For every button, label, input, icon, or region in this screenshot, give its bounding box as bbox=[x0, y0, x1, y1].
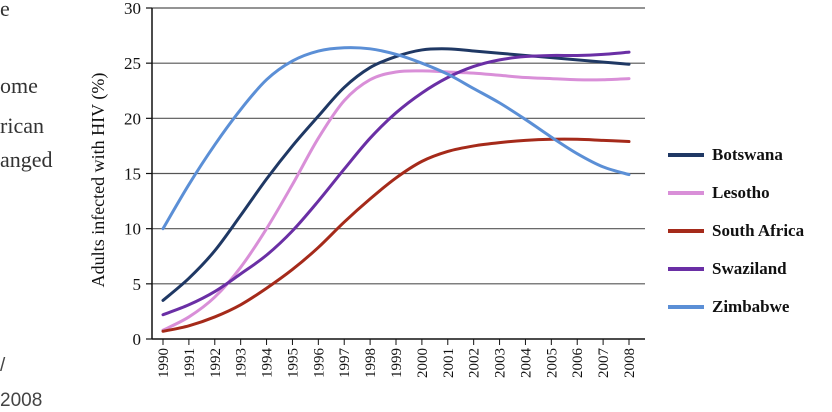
legend-swatch bbox=[668, 305, 704, 309]
y-axis-label: Adults infected with HIV (%) bbox=[88, 73, 109, 288]
x-tick-labels: 1990 1991 1992 1993 1994 1995 1996 1997 1998 1999… bbox=[156, 339, 638, 378]
series-line-zimbabwe bbox=[161, 46, 631, 231]
legend-item-zimbabwe: Zimbabwe bbox=[668, 288, 804, 326]
legend-label: Botswana bbox=[712, 145, 783, 164]
x-tick-label: 1990 bbox=[156, 348, 172, 378]
series-line-swaziland bbox=[161, 50, 631, 317]
x-tick-label: 2003 bbox=[493, 348, 509, 378]
y-tick-label: 25 bbox=[124, 54, 141, 73]
text-fragment: anged bbox=[0, 147, 53, 172]
x-tick-label: 1992 bbox=[208, 348, 224, 378]
text-fragment: 2008 bbox=[0, 390, 43, 411]
text-fragment: ome bbox=[0, 73, 38, 98]
legend-item-swaziland: Swaziland bbox=[668, 250, 804, 288]
x-tick-label: 1993 bbox=[234, 348, 250, 378]
x-tick-label: 2000 bbox=[415, 348, 431, 378]
legend-label: Zimbabwe bbox=[712, 297, 790, 316]
x-tick-label: 1991 bbox=[182, 348, 198, 378]
series-line-botswana bbox=[161, 47, 631, 302]
legend-swatch bbox=[668, 267, 704, 271]
x-tick-label: 2005 bbox=[544, 348, 560, 378]
x-tick-label: 2002 bbox=[467, 348, 483, 378]
series-line-lesotho bbox=[161, 69, 631, 332]
x-tick-label: 1998 bbox=[363, 348, 379, 378]
y-tick-label: 30 bbox=[124, 0, 141, 18]
x-tick-label: 2001 bbox=[441, 348, 457, 378]
legend-swatch bbox=[668, 191, 704, 195]
x-tick-label: 1994 bbox=[260, 348, 276, 379]
series-line-south-africa bbox=[161, 137, 631, 333]
legend-item-south-africa: South Africa bbox=[668, 212, 804, 250]
legend-label: Swaziland bbox=[712, 259, 787, 278]
y-tick-label: 0 bbox=[133, 330, 142, 349]
legend-label: South Africa bbox=[712, 221, 805, 240]
legend-swatch bbox=[668, 229, 704, 233]
series-lines bbox=[161, 46, 631, 333]
x-tick-label: 2008 bbox=[622, 348, 638, 378]
legend-label: Lesotho bbox=[712, 183, 770, 202]
x-tick-label: 2007 bbox=[596, 348, 612, 379]
y-tick-labels: 0 5 10 15 20 25 30 bbox=[124, 0, 152, 349]
y-tick-label: 20 bbox=[124, 109, 141, 128]
x-tick-label: 2004 bbox=[518, 348, 534, 379]
x-tick-label: 1996 bbox=[311, 348, 327, 379]
text-fragment: e bbox=[0, 0, 10, 21]
legend: Botswana Lesotho South Africa Swaziland … bbox=[668, 136, 804, 326]
legend-item-botswana: Botswana bbox=[668, 136, 804, 174]
x-tick-label: 2006 bbox=[570, 348, 586, 379]
x-tick-label: 1995 bbox=[285, 348, 301, 378]
legend-item-lesotho: Lesotho bbox=[668, 174, 804, 212]
text-fragment: / bbox=[0, 355, 6, 376]
y-tick-label: 10 bbox=[124, 220, 141, 239]
text-fragment: rican bbox=[0, 113, 44, 138]
legend-swatch bbox=[668, 153, 704, 157]
gridlines bbox=[152, 7, 645, 285]
x-tick-label: 1997 bbox=[337, 348, 353, 379]
y-tick-label: 15 bbox=[124, 165, 141, 184]
x-tick-label: 1999 bbox=[389, 348, 405, 378]
y-tick-label: 5 bbox=[133, 275, 142, 294]
